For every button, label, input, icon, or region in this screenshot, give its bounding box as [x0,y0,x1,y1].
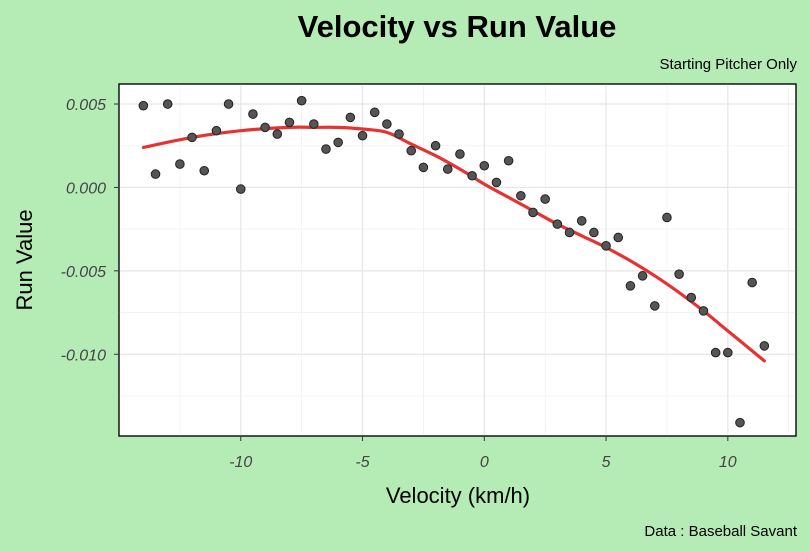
data-point [686,292,697,303]
data-point [491,177,502,188]
point-layer [138,95,770,428]
data-point [540,194,550,204]
data-point [637,271,648,281]
y-tick-label: 0.005 [66,97,106,114]
data-point [406,145,417,156]
data-point [552,219,563,229]
x-tick-label: 10 [719,454,737,471]
data-point [138,100,149,111]
data-point [394,129,404,139]
x-tick-label: 0 [480,454,489,471]
data-point [223,99,234,109]
plot-area [118,83,797,437]
data-point [613,232,624,243]
trend-layer [141,125,766,363]
data-point [272,129,283,139]
data-point [211,125,222,136]
data-point [162,99,173,109]
data-point [187,132,197,143]
data-point [248,109,258,119]
data-point [199,165,210,176]
data-point [747,277,757,288]
x-tick-label: -5 [355,454,369,471]
y-axis-title: Run Value [12,209,37,310]
y-tick-label: -0.010 [61,347,106,364]
data-point [284,117,295,128]
data-point [150,169,161,179]
data-point [662,212,672,223]
data-point [479,160,490,171]
data-point [175,159,185,169]
data-point [589,227,599,238]
plot-panel [118,83,797,437]
data-point [333,137,343,148]
chart-caption: Data : Baseball Savant [644,523,797,540]
data-point [759,341,770,351]
data-point [564,227,575,238]
data-point [735,417,745,428]
data-point [442,164,453,174]
data-point [516,190,526,201]
data-point [430,140,441,151]
data-point [260,122,270,133]
y-axis-ticks: 0.005 0.000 -0.005 -0.010 [61,97,119,364]
data-point [455,149,465,159]
y-tick-label: -0.005 [61,264,106,281]
y-tick-label: 0.000 [66,180,106,197]
x-tick-label: -10 [229,454,252,471]
data-point [418,162,429,173]
data-point [723,347,733,358]
data-point [649,301,660,311]
data-point [674,269,684,279]
chart-title: Velocity vs Run Value [298,9,617,44]
data-point [710,347,721,358]
x-tick-label: 5 [602,454,611,471]
x-axis-ticks: -10 -5 0 5 10 [229,436,737,471]
data-point [369,107,380,118]
data-point [235,184,246,194]
grid-layer [119,84,796,436]
x-axis-title: Velocity (km/h) [386,483,530,508]
data-point [321,144,331,154]
chart-subtitle: Starting Pitcher Only [659,56,797,73]
data-point [382,119,392,129]
data-point [528,207,538,218]
trend-line [141,125,766,363]
data-point [296,95,307,106]
data-point [503,155,514,166]
data-point [601,241,611,251]
data-point [345,112,356,123]
data-point [576,215,587,226]
data-point [467,170,477,181]
data-point [309,119,319,129]
data-point [698,306,709,316]
plot-frame [118,83,797,437]
data-point [357,130,368,141]
data-point [625,281,636,291]
